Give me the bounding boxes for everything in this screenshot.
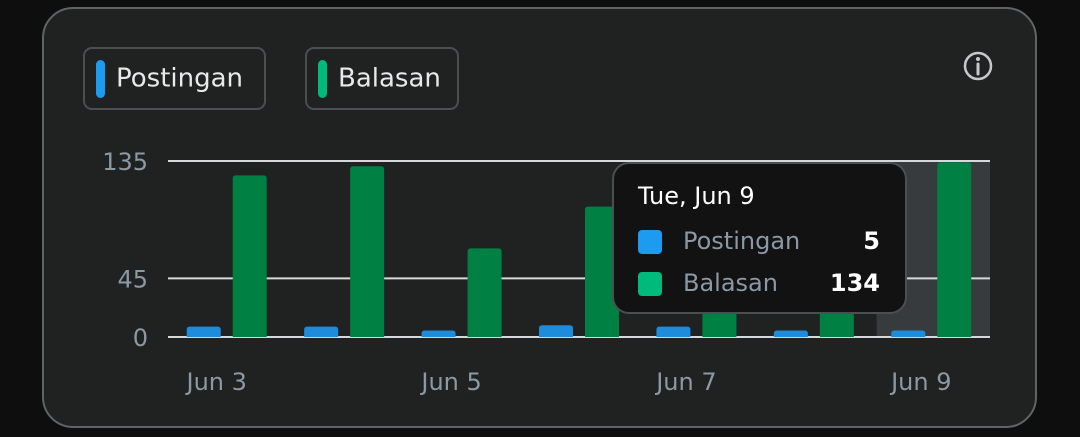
y-tick-label: 45 (117, 265, 148, 293)
bar (232, 175, 267, 337)
tooltip-value: 134 (830, 269, 880, 297)
legend-button[interactable]: Postingan (83, 47, 266, 110)
tooltip-value: 5 (863, 227, 880, 255)
tooltip-series-name: Balasan (683, 269, 778, 297)
bar (656, 326, 691, 337)
bar (585, 206, 619, 337)
info-dot (976, 57, 980, 61)
x-tick-label: Jun 7 (654, 368, 716, 396)
legend-box (83, 47, 266, 110)
tooltip-series-name: Postingan (683, 227, 800, 255)
legend-marker (96, 60, 105, 98)
legend-marker (318, 60, 327, 98)
bar (539, 325, 573, 337)
info-circle (963, 51, 993, 81)
tooltip-title: Tue, Jun 9 (637, 182, 755, 210)
tooltip: Tue, Jun 9 Postingan 5 Balasan 134 (612, 162, 907, 314)
y-tick-label: 135 (102, 148, 148, 176)
tooltip-box (612, 162, 907, 314)
legend-label: Postingan (116, 64, 243, 94)
info-icon[interactable] (963, 51, 993, 81)
bar (186, 326, 221, 337)
bar (350, 166, 385, 337)
legend-label: Balasan (338, 64, 441, 94)
legend-box (305, 47, 459, 110)
bar (937, 162, 972, 337)
x-tick-label: Jun 3 (185, 368, 247, 396)
card (42, 7, 1037, 428)
bar (467, 248, 502, 337)
tooltip-marker (638, 230, 662, 254)
bar (773, 330, 808, 337)
bar (421, 330, 456, 337)
x-tick-label: Jun 5 (419, 368, 481, 396)
x-tick-label: Jun 9 (889, 368, 951, 396)
y-tick-label: 0 (133, 324, 148, 352)
bar (891, 330, 926, 337)
bar (304, 326, 339, 337)
legend-button[interactable]: Balasan (305, 47, 459, 110)
tooltip-marker (638, 272, 662, 296)
